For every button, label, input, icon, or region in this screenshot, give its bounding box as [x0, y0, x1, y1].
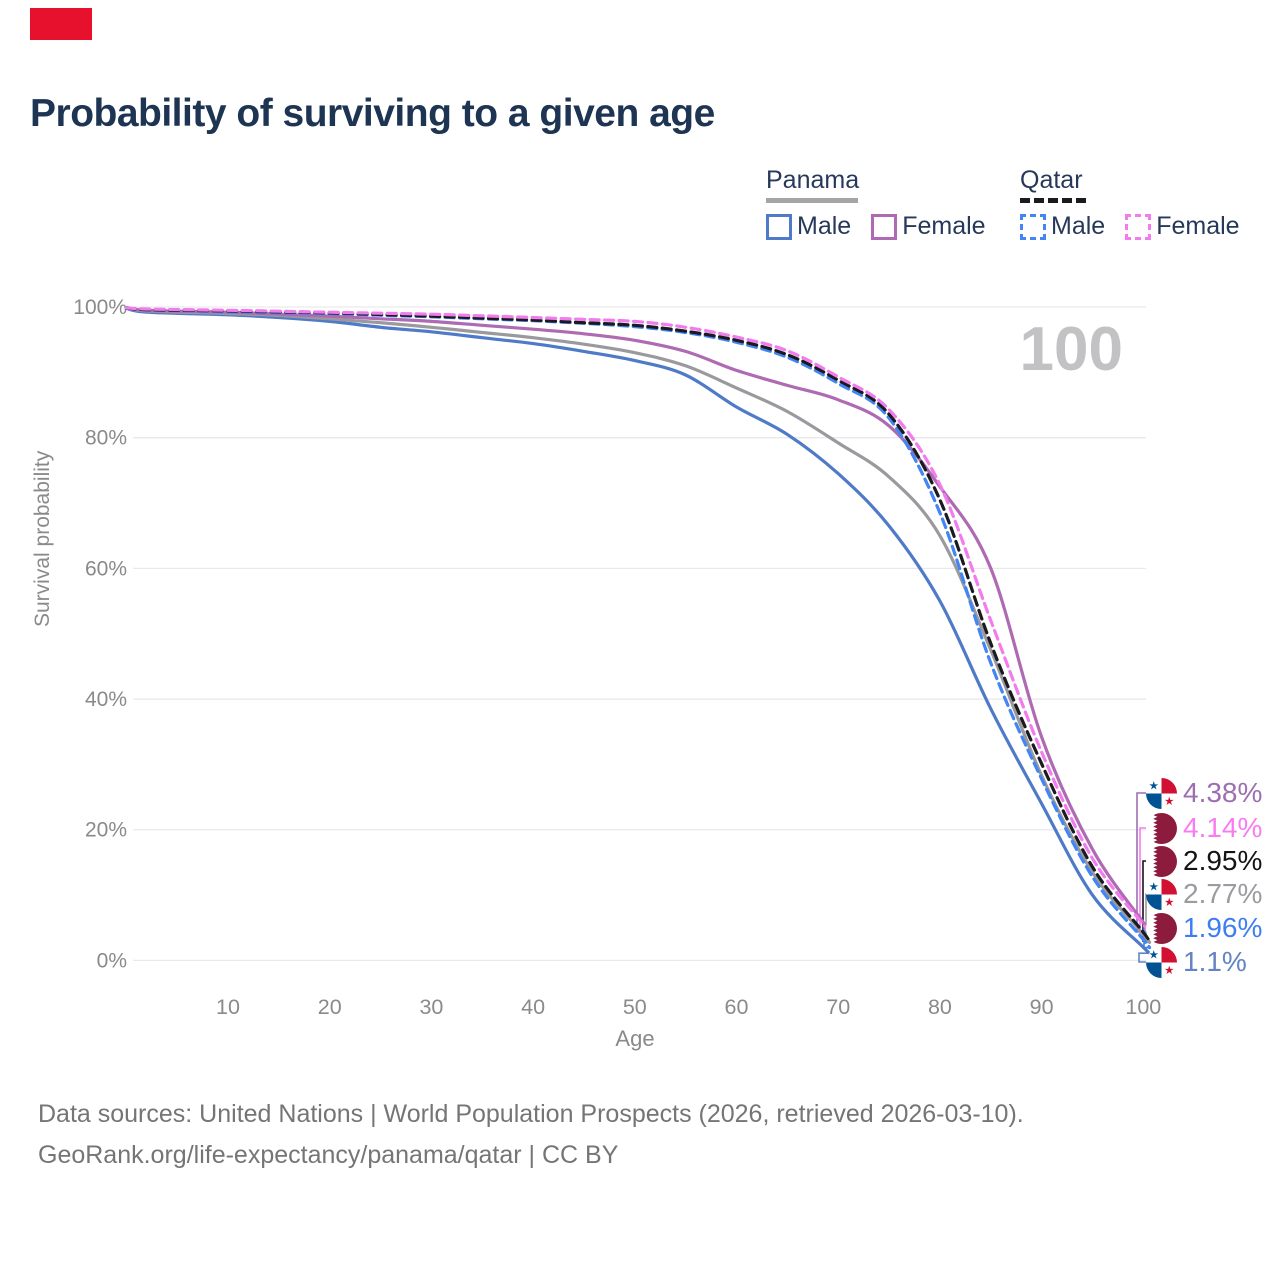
y-tick-label: 100% — [73, 296, 127, 319]
x-tick-label: 50 — [623, 995, 647, 1019]
legend-item-qatar-female[interactable]: Female — [1125, 212, 1240, 241]
end-label-value: 1.96% — [1183, 912, 1263, 943]
x-tick-label: 90 — [1030, 995, 1054, 1019]
end-label-qatar-total: 2.95% — [1146, 845, 1262, 877]
x-axis-title: Age — [615, 1026, 655, 1051]
curve-panama-male — [124, 306, 1152, 956]
legend-item-panama-female[interactable]: Female — [871, 212, 986, 241]
qatar-male-swatch-icon — [1020, 213, 1046, 240]
panama-male-swatch-icon — [766, 213, 792, 240]
panama-flag-icon — [1146, 946, 1177, 978]
x-tick-label: 100 — [1125, 995, 1161, 1019]
y-tick-label: 20% — [85, 819, 127, 842]
y-axis-title: Survival probability — [31, 450, 54, 627]
curve-panama-female — [124, 306, 1152, 934]
x-tick-label: 30 — [419, 995, 443, 1019]
qatar-line-style-sample — [1020, 198, 1086, 203]
curve-qatar-male — [124, 306, 1152, 950]
end-label-value: 4.14% — [1183, 812, 1263, 843]
x-tick-label: 40 — [521, 995, 545, 1019]
age-counter-watermark: 100 — [1020, 315, 1123, 384]
page-title: Probability of surviving to a given age — [30, 92, 715, 135]
legend-country-qatar: Qatar — [1020, 166, 1083, 194]
qatar-flag-icon — [1146, 845, 1177, 877]
legend-item-panama-male[interactable]: Male — [766, 212, 851, 241]
x-tick-label: 60 — [725, 995, 749, 1019]
legend-country-panama: Panama — [766, 166, 860, 194]
x-tick-label: 10 — [216, 995, 240, 1019]
y-tick-label: 60% — [85, 557, 127, 580]
legend-item-qatar-male[interactable]: Male — [1020, 212, 1105, 241]
panama-flag-icon — [1146, 878, 1177, 910]
end-label-qatar-male: 1.96% — [1146, 912, 1262, 944]
data-sources-note: Data sources: United Nations | World Pop… — [38, 1100, 1024, 1128]
legend-group-panama: Panama Male Female — [766, 166, 986, 241]
qatar-female-swatch-icon — [1125, 213, 1152, 240]
panama-flag-icon — [1146, 777, 1177, 809]
end-label-connector — [1138, 952, 1151, 963]
curve-qatar-female — [124, 306, 1152, 935]
end-label-panama-female: 4.38% — [1146, 777, 1262, 809]
qatar-flag-icon — [1146, 912, 1177, 944]
curve-panama-total — [124, 306, 1152, 944]
y-tick-label: 40% — [85, 688, 127, 711]
panama-female-swatch-icon — [871, 213, 898, 240]
legend-group-qatar: Qatar Male Female — [1020, 166, 1240, 241]
x-tick-label: 20 — [318, 995, 342, 1019]
end-label-value: 2.77% — [1183, 878, 1263, 909]
end-label-value: 2.95% — [1183, 845, 1263, 876]
end-label-panama-male: 1.1% — [1146, 946, 1247, 978]
attribution-note: GeoRank.org/life-expectancy/panama/qatar… — [38, 1141, 619, 1169]
x-tick-label: 80 — [928, 995, 952, 1019]
y-tick-label: 80% — [85, 427, 127, 450]
y-tick-label: 0% — [97, 949, 127, 972]
end-label-value: 1.1% — [1183, 946, 1247, 977]
panama-line-style-sample — [766, 198, 858, 203]
end-label-value: 4.38% — [1183, 777, 1263, 808]
brand-mark — [30, 8, 92, 40]
curve-qatar-total — [124, 306, 1152, 943]
end-label-panama-total: 2.77% — [1146, 878, 1262, 910]
end-label-qatar-female: 4.14% — [1146, 812, 1262, 844]
qatar-flag-icon — [1146, 812, 1177, 844]
x-tick-label: 70 — [826, 995, 850, 1019]
